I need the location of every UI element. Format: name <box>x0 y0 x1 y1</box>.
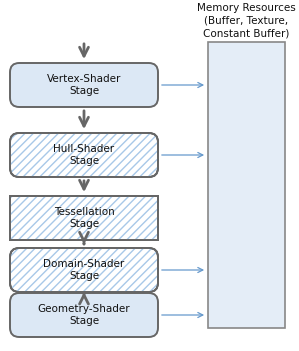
Text: Hull-Shader
Stage: Hull-Shader Stage <box>54 144 115 166</box>
Bar <box>10 196 158 240</box>
FancyBboxPatch shape <box>10 133 158 177</box>
Bar <box>10 196 158 240</box>
FancyBboxPatch shape <box>10 63 158 107</box>
Text: Memory Resources
(Buffer, Texture,
Constant Buffer): Memory Resources (Buffer, Texture, Const… <box>197 3 296 38</box>
FancyBboxPatch shape <box>10 293 158 337</box>
Text: Vertex-Shader
Stage: Vertex-Shader Stage <box>47 74 121 96</box>
Bar <box>10 196 158 240</box>
Text: Tessellation
Stage: Tessellation Stage <box>54 207 115 229</box>
Text: Geometry-Shader
Stage: Geometry-Shader Stage <box>38 304 130 326</box>
Text: Domain-Shader
Stage: Domain-Shader Stage <box>43 259 125 281</box>
FancyBboxPatch shape <box>10 248 158 292</box>
Bar <box>208 42 285 328</box>
